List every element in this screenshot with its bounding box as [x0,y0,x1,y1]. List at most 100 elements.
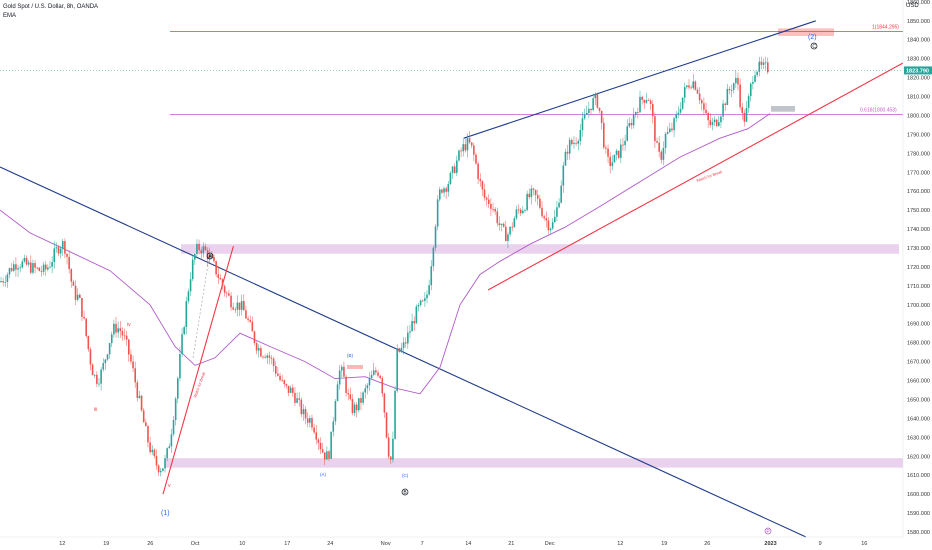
candle-body[interactable] [292,387,294,393]
candle-body[interactable] [679,108,682,113]
candle-body[interactable] [568,139,571,154]
candle-body[interactable] [453,166,456,173]
candle-body[interactable] [496,211,499,224]
candle-body[interactable] [117,328,119,333]
candle-body[interactable] [630,122,633,126]
candle-body[interactable] [575,142,577,144]
candle-body[interactable] [206,250,209,260]
candle-body[interactable] [134,368,136,383]
candle-body[interactable] [200,250,203,254]
candle-body[interactable] [434,226,437,248]
candle-body[interactable] [40,271,43,272]
candle-body[interactable] [255,343,258,351]
candle-body[interactable] [739,84,741,108]
candle-body[interactable] [752,81,754,84]
candle-body[interactable] [677,112,680,115]
candle-body[interactable] [483,189,486,198]
candle-body[interactable] [106,354,109,360]
candle-body[interactable] [89,349,92,365]
candle-body[interactable] [298,398,300,400]
candle-body[interactable] [389,456,392,460]
candle-body[interactable] [19,267,21,269]
candle-body[interactable] [743,112,746,122]
candle-body[interactable] [198,243,200,251]
candle-body[interactable] [12,264,15,271]
candle-body[interactable] [42,264,45,272]
candle-body[interactable] [304,409,307,419]
candle-body[interactable] [479,179,482,182]
candle-body[interactable] [522,210,524,214]
candle-body[interactable] [260,348,262,357]
candle-body[interactable] [368,378,371,386]
candle-body[interactable] [115,323,117,333]
candle-body[interactable] [306,418,309,423]
candle-body[interactable] [441,189,443,193]
candle-body[interactable] [6,274,9,282]
candle-body[interactable] [15,264,17,270]
candle-body[interactable] [83,316,85,319]
candle-body[interactable] [432,247,435,267]
candle-body[interactable] [25,257,28,265]
candle-body[interactable] [315,432,318,440]
candle-body[interactable] [481,181,484,190]
candle-body[interactable] [289,387,292,393]
candle-body[interactable] [402,342,405,348]
candle-body[interactable] [287,385,290,393]
candle-body[interactable] [730,89,733,91]
indicator-label[interactable]: EMA [3,13,17,19]
candle-body[interactable] [119,328,122,332]
candle-body[interactable] [651,104,654,117]
candle-body[interactable] [605,147,607,149]
candle-body[interactable] [598,107,601,111]
candle-body[interactable] [664,133,667,149]
candle-body[interactable] [566,151,569,154]
candle-body[interactable] [526,193,528,211]
candle-body[interactable] [98,383,100,385]
candle-body[interactable] [181,334,183,355]
candle-body[interactable] [76,294,79,300]
candle-body[interactable] [658,142,660,152]
candle-body[interactable] [145,422,147,427]
candle-body[interactable] [592,98,594,111]
candle-body[interactable] [749,83,752,97]
candle-body[interactable] [764,62,767,64]
candle-body[interactable] [285,384,288,386]
candle-body[interactable] [123,335,126,337]
price-zone[interactable] [771,106,795,112]
candle-body[interactable] [194,254,196,260]
candle-body[interactable] [458,150,460,161]
candle-body[interactable] [447,183,450,192]
candle-body[interactable] [473,145,475,155]
candle-body[interactable] [151,449,154,453]
candle-body[interactable] [745,107,748,122]
candle-body[interactable] [321,449,324,453]
candle-body[interactable] [449,172,452,184]
candle-body[interactable] [81,297,83,317]
candle-body[interactable] [379,375,381,379]
candle-body[interactable] [558,202,560,208]
candle-body[interactable] [509,226,511,235]
candle-body[interactable] [703,103,705,110]
candle-body[interactable] [85,318,87,337]
candle-body[interactable] [675,114,678,119]
trend-line[interactable] [487,62,904,291]
candle-body[interactable] [556,207,558,217]
candle-body[interactable] [466,138,469,151]
candle-body[interactable] [571,139,573,145]
candle-body[interactable] [562,165,565,186]
candle-body[interactable] [213,256,215,262]
candle-body[interactable] [27,262,30,265]
candle-body[interactable] [428,285,430,295]
candle-body[interactable] [554,216,556,223]
candle-body[interactable] [643,99,646,103]
candle-body[interactable] [272,358,275,366]
candle-body[interactable] [0,281,2,283]
candle-body[interactable] [551,222,554,229]
candle-body[interactable] [654,116,656,142]
candle-body[interactable] [715,119,718,126]
candle-body[interactable] [517,209,520,211]
price-zone[interactable] [778,28,834,36]
candle-body[interactable] [417,304,420,307]
candle-body[interactable] [326,451,328,460]
